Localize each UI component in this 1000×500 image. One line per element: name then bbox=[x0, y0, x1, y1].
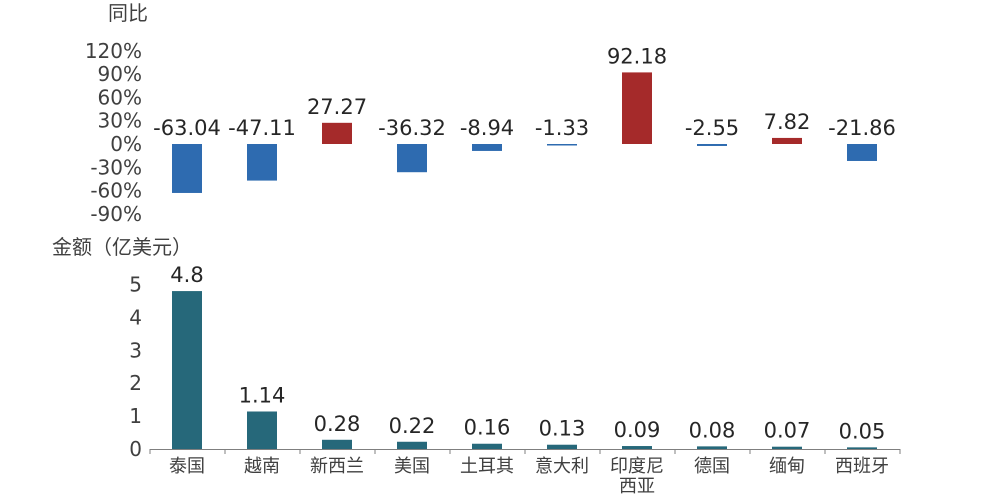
amount-value-label: 0.28 bbox=[314, 412, 361, 436]
amount-tick-label: 3 bbox=[129, 338, 142, 362]
yoy-bar bbox=[472, 144, 502, 151]
amount-bar bbox=[697, 446, 727, 449]
yoy-value-label: -21.86 bbox=[828, 116, 896, 140]
category-label: 德国 bbox=[694, 456, 730, 477]
amount-bar bbox=[547, 444, 577, 449]
category-label: 美国 bbox=[394, 456, 430, 477]
amount-value-label: 1.14 bbox=[239, 383, 286, 407]
amount-value-label: 0.08 bbox=[689, 418, 736, 442]
category-label: 意大利 bbox=[535, 456, 589, 477]
amount-value-label: 0.05 bbox=[839, 419, 886, 443]
amount-bar bbox=[247, 411, 277, 449]
category-label: 西亚 bbox=[619, 476, 655, 497]
yoy-bar bbox=[772, 137, 802, 144]
yoy-value-label: 7.82 bbox=[764, 110, 811, 134]
amount-tick-label: 4 bbox=[129, 305, 142, 329]
category-label: 西班牙 bbox=[835, 456, 889, 477]
category-label: 土耳其 bbox=[460, 456, 514, 477]
amount-tick-label: 5 bbox=[129, 273, 142, 297]
yoy-bar bbox=[622, 72, 652, 144]
amount-value-label: 0.13 bbox=[539, 417, 586, 441]
yoy-value-label: -1.33 bbox=[535, 116, 589, 140]
yoy-value-label: 92.18 bbox=[607, 44, 667, 68]
amount-bar bbox=[397, 441, 427, 449]
yoy-value-label: -47.11 bbox=[228, 116, 296, 140]
amount-bar bbox=[622, 446, 652, 449]
yoy-bar bbox=[397, 144, 427, 173]
amount-value-label: 0.07 bbox=[764, 419, 811, 443]
category-label: 泰国 bbox=[169, 456, 205, 477]
yoy-bar bbox=[247, 144, 277, 181]
yoy-tick-label: 90% bbox=[98, 62, 142, 86]
top-chart-title: 同比 bbox=[108, 1, 148, 25]
amount-bar bbox=[322, 439, 352, 449]
yoy-tick-label: 120% bbox=[85, 39, 142, 63]
category-label: 缅甸 bbox=[769, 456, 805, 477]
amount-bar bbox=[847, 447, 877, 449]
yoy-tick-label: 30% bbox=[98, 109, 142, 133]
amount-value-label: 0.09 bbox=[614, 418, 661, 442]
amount-value-label: 4.8 bbox=[170, 263, 203, 287]
yoy-bar bbox=[322, 122, 352, 144]
yoy-value-label: -63.04 bbox=[153, 116, 221, 140]
amount-tick-label: 0 bbox=[129, 437, 142, 461]
bottom-chart-title: 金额（亿美元） bbox=[52, 235, 192, 259]
amount-chart: 5 4 3 2 1 0 4.8 1.14 0.28 0.22 0.16 0.13 0.09 0.08 0.0… bbox=[129, 263, 901, 461]
amount-bar bbox=[172, 291, 202, 449]
yoy-value-label: -36.32 bbox=[378, 116, 446, 140]
yoy-value-label: -2.55 bbox=[685, 116, 739, 140]
category-label: 印度尼 bbox=[610, 456, 664, 477]
yoy-bar bbox=[547, 144, 577, 146]
yoy-bar bbox=[697, 144, 727, 146]
amount-tick-label: 2 bbox=[129, 371, 142, 395]
yoy-tick-label: -90% bbox=[90, 202, 142, 226]
amount-value-label: 0.22 bbox=[389, 414, 436, 438]
amount-value-label: 0.16 bbox=[464, 416, 511, 440]
amount-tick-label: 1 bbox=[129, 404, 142, 428]
category-label: 越南 bbox=[244, 456, 280, 477]
yoy-value-label: 27.27 bbox=[307, 95, 367, 119]
yoy-chart: 120%90%60%30%0%-30%-60%-90% -63.04 -47.11 2… bbox=[85, 39, 896, 226]
yoy-value-label: -8.94 bbox=[460, 116, 514, 140]
category-label: 新西兰 bbox=[310, 456, 364, 477]
amount-bar bbox=[772, 446, 802, 449]
yoy-bar bbox=[172, 144, 202, 193]
yoy-tick-label: 0% bbox=[110, 132, 142, 156]
yoy-tick-label: 60% bbox=[98, 85, 142, 109]
yoy-tick-label: -30% bbox=[90, 155, 142, 179]
yoy-tick-label: -60% bbox=[90, 179, 142, 203]
amount-bar bbox=[472, 443, 502, 449]
yoy-bar bbox=[847, 144, 877, 161]
